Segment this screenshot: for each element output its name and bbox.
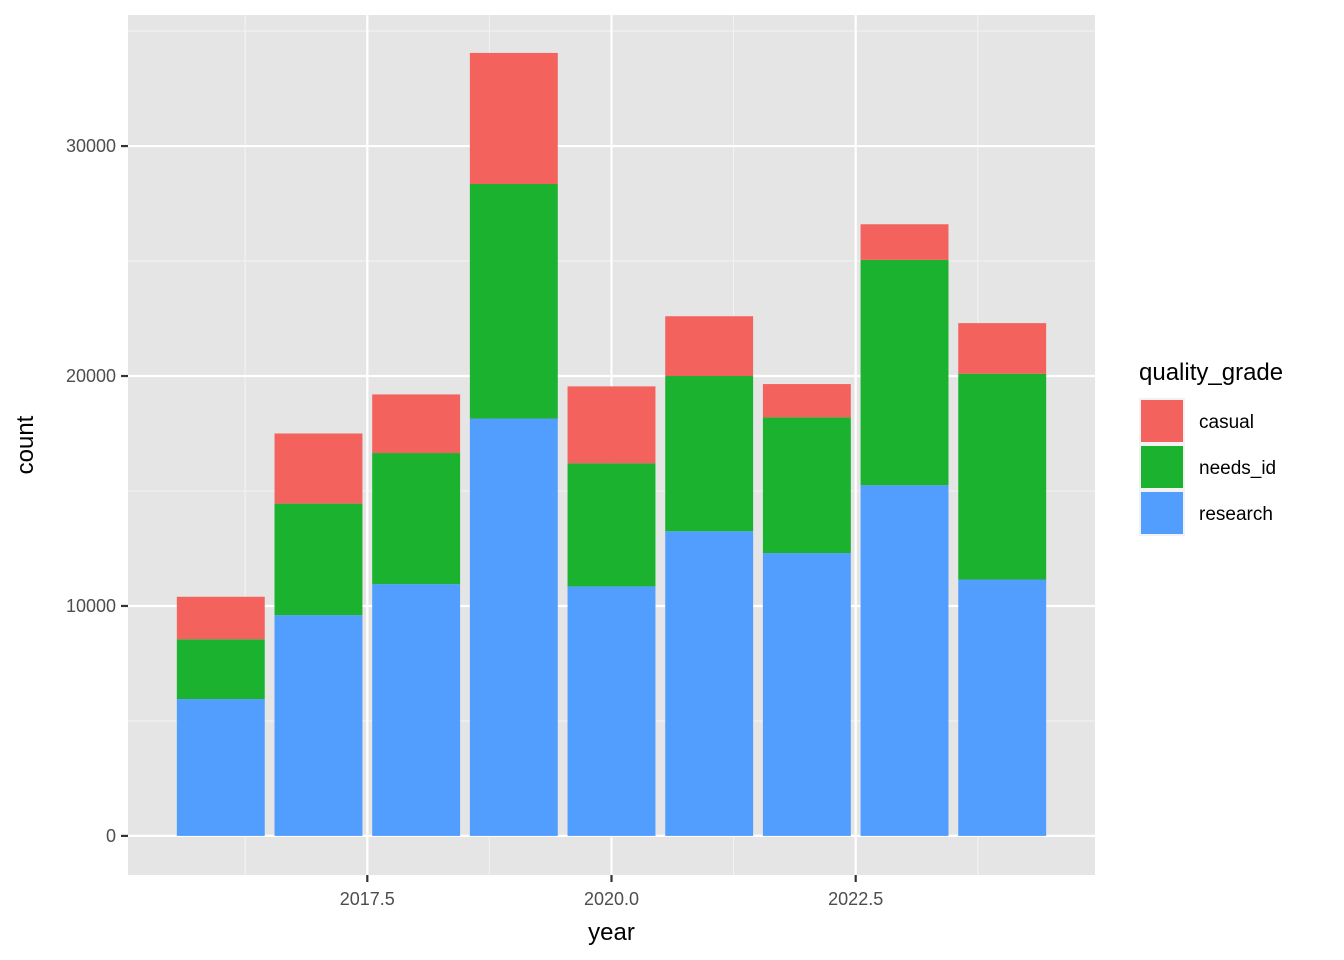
bar-casual-2022 — [762, 384, 851, 418]
bar-needs_id-2022 — [762, 417, 851, 554]
legend-swatch-needs_id — [1141, 446, 1183, 488]
bar-research-2023 — [860, 485, 949, 836]
y-axis-title: count — [12, 415, 39, 474]
y-axis: 0 10000 20000 30000 — [66, 136, 128, 846]
bar-needs_id-2020 — [567, 463, 656, 587]
bar-research-2016 — [176, 699, 265, 836]
bar-casual-2016 — [176, 596, 265, 640]
bar-research-2017 — [274, 615, 363, 836]
bar-research-2018 — [372, 584, 461, 836]
bar-casual-2024 — [958, 323, 1047, 374]
y-tick-label: 10000 — [66, 596, 116, 616]
bar-casual-2023 — [860, 224, 949, 260]
x-tick-label: 2017.5 — [340, 889, 395, 909]
x-tick-label: 2022.5 — [828, 889, 883, 909]
bar-needs_id-2024 — [958, 373, 1047, 580]
bar-research-2022 — [762, 553, 851, 836]
x-axis-title: year — [588, 919, 635, 946]
bar-needs_id-2018 — [372, 453, 461, 585]
bar-research-2019 — [469, 418, 558, 836]
legend: quality_grade casual needs_id research — [1139, 359, 1283, 536]
legend-label-research: research — [1199, 504, 1273, 525]
y-tick-label: 20000 — [66, 366, 116, 386]
legend-label-casual: casual — [1199, 412, 1254, 433]
bar-needs_id-2016 — [176, 639, 265, 700]
bar-needs_id-2023 — [860, 259, 949, 486]
bar-needs_id-2017 — [274, 503, 363, 616]
legend-swatch-casual — [1141, 400, 1183, 442]
x-axis: 2017.5 2020.0 2022.5 — [340, 875, 883, 909]
bars-layer — [176, 52, 1047, 836]
x-tick-label: 2020.0 — [584, 889, 639, 909]
bar-casual-2020 — [567, 386, 656, 464]
legend-label-needs_id: needs_id — [1199, 458, 1276, 479]
bar-casual-2017 — [274, 433, 363, 504]
legend-swatch-research — [1141, 492, 1183, 534]
bar-needs_id-2021 — [665, 376, 754, 532]
bar-needs_id-2019 — [469, 184, 558, 419]
bar-casual-2019 — [469, 52, 558, 185]
y-tick-label: 0 — [106, 826, 116, 846]
bar-research-2021 — [665, 531, 754, 836]
legend-title: quality_grade — [1139, 359, 1283, 386]
bar-casual-2018 — [372, 394, 461, 454]
y-tick-label: 30000 — [66, 136, 116, 156]
bar-research-2020 — [567, 586, 656, 836]
bar-research-2024 — [958, 579, 1047, 836]
bar-casual-2021 — [665, 316, 754, 377]
